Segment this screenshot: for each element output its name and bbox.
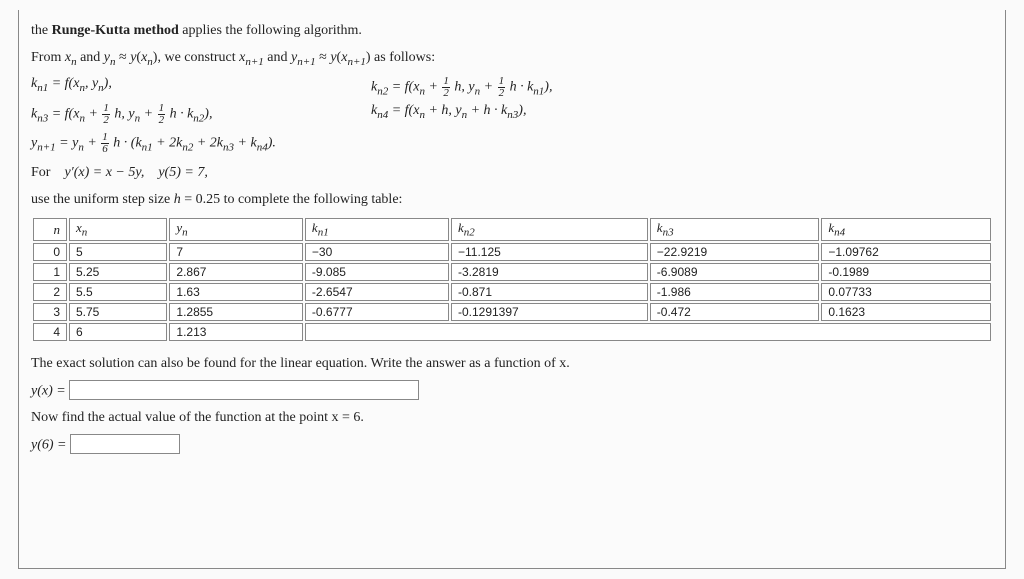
eq-k2: kn2 = f(xn + 12 h, yn + 12 h · kn1), [371,76,671,99]
y6-input[interactable] [70,434,180,454]
col-xn: xn [69,218,167,241]
eq-k1: kn1 = f(xn, yn), [31,76,331,99]
use-line: use the uniform step size h = 0.25 to co… [31,189,993,210]
for-line: For y′(x) = x − 5y, y(5) = 7, [31,162,993,183]
yx-input[interactable] [69,380,419,400]
col-n: n [33,218,67,241]
eq-k3: kn3 = f(xn + 12 h, yn + 12 h · kn2), [31,103,331,126]
col-kn3: kn3 [650,218,820,241]
col-yn: yn [169,218,303,241]
table-row: 3 5.75 1.2855 -0.6777 -0.1291397 -0.472 … [33,303,991,321]
eq-ynext: yn+1 = yn + 16 h · (kn1 + 2kn2 + 2kn3 + … [31,132,993,156]
table-row: 0 5 7 −30 −11.125 −22.9219 −1.09762 [33,243,991,261]
table-row: 1 5.25 2.867 -9.085 -3.2819 -6.9089 -0.1… [33,263,991,281]
actual-line: Now find the actual value of the functio… [31,407,993,428]
intro-line-1: the Runge-Kutta method applies the follo… [31,20,993,41]
col-kn1: kn1 [305,218,449,241]
col-kn2: kn2 [451,218,648,241]
actual-answer-row: y(6) = [31,434,993,456]
exact-line: The exact solution can also be found for… [31,353,993,374]
intro-line-2: From xn and yn ≈ y(xn), we construct xn+… [31,47,993,70]
problem-panel: the Runge-Kutta method applies the follo… [18,10,1006,569]
rk-table: n xn yn kn1 kn2 kn3 kn4 0 5 7 −30 −11.12… [31,216,993,343]
exact-answer-row: y(x) = [31,380,993,402]
y6-label: y(6) = [31,438,70,453]
eq-k4: kn4 = f(xn + h, yn + h · kn3), [371,103,671,126]
table-row: 2 5.5 1.63 -2.6547 -0.871 -1.986 0.07733 [33,283,991,301]
col-kn4: kn4 [821,218,991,241]
table-header-row: n xn yn kn1 kn2 kn3 kn4 [33,218,991,241]
yx-label: y(x) = [31,383,69,398]
table-row: 4 6 1.213 [33,323,991,341]
